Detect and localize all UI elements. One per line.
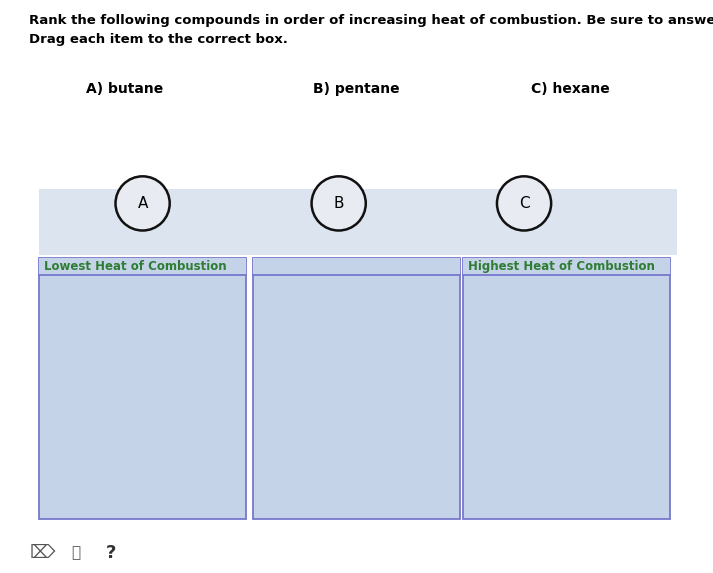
FancyBboxPatch shape	[253, 258, 460, 519]
Ellipse shape	[116, 176, 170, 230]
FancyBboxPatch shape	[253, 258, 460, 275]
Text: Lowest Heat of Combustion: Lowest Heat of Combustion	[44, 260, 227, 273]
Text: Rank the following compounds in order of increasing heat of combustion. Be sure : Rank the following compounds in order of…	[29, 14, 713, 28]
Ellipse shape	[497, 176, 551, 230]
Text: 🗑: 🗑	[72, 545, 81, 560]
FancyBboxPatch shape	[39, 258, 246, 519]
FancyBboxPatch shape	[39, 258, 246, 275]
FancyBboxPatch shape	[463, 258, 670, 275]
Text: A) butane: A) butane	[86, 82, 163, 96]
Text: B) pentane: B) pentane	[313, 82, 400, 96]
Text: ?: ?	[106, 544, 116, 562]
Text: C: C	[519, 196, 529, 211]
Text: Drag each item to the correct box.: Drag each item to the correct box.	[29, 33, 287, 46]
Text: ⌦: ⌦	[30, 544, 56, 562]
Text: A: A	[138, 196, 148, 211]
Ellipse shape	[312, 176, 366, 230]
Text: Highest Heat of Combustion: Highest Heat of Combustion	[468, 260, 655, 273]
FancyBboxPatch shape	[463, 258, 670, 519]
FancyBboxPatch shape	[39, 189, 677, 255]
Text: B: B	[334, 196, 344, 211]
Text: C) hexane: C) hexane	[531, 82, 610, 96]
